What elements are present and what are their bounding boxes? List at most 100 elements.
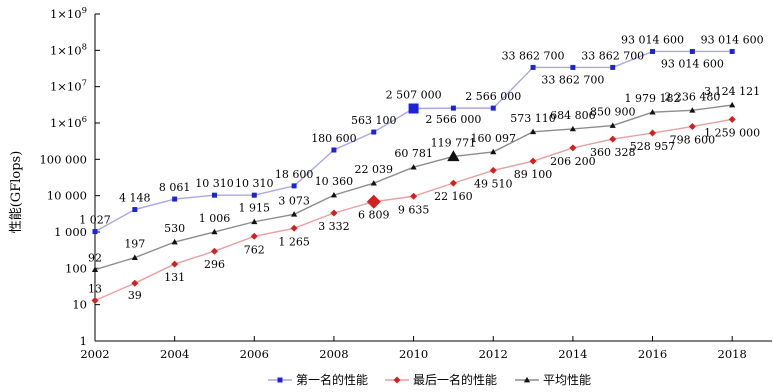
data-point (569, 125, 576, 132)
data-label: 3 073 (278, 194, 310, 207)
data-label: 850 900 (590, 106, 636, 119)
data-label: 49 510 (474, 177, 513, 190)
data-label: 89 100 (514, 168, 553, 181)
data-point (688, 123, 696, 131)
y-tick-label: 1×106 (50, 115, 87, 130)
x-tick-label: 2006 (240, 347, 269, 361)
data-label: 197 (124, 238, 145, 251)
data-point (610, 64, 616, 70)
data-label: 39 (128, 289, 142, 302)
data-point (331, 147, 337, 153)
data-label: 1 915 (239, 202, 271, 215)
data-point (290, 224, 298, 232)
data-label: 563 100 (351, 114, 397, 127)
data-point (91, 266, 99, 272)
data-label: 33 862 700 (502, 49, 565, 62)
data-point (92, 229, 98, 235)
data-point (489, 166, 497, 174)
legend: 第一名的性能 最后一名的性能 平均性能 (268, 372, 591, 387)
y-tick-label: 1 (80, 334, 87, 348)
data-label: 1 027 (79, 214, 111, 227)
data-label: 762 (244, 243, 265, 256)
data-point (449, 179, 457, 187)
data-label: 131 (164, 271, 185, 284)
data-point (529, 128, 537, 135)
data-point (251, 218, 258, 225)
data-label: 10 310 (235, 177, 274, 190)
y-tick-label: 100 000 (39, 152, 87, 166)
data-point (132, 207, 138, 213)
legend-marker (523, 376, 531, 383)
data-point (450, 105, 456, 111)
data-point (330, 209, 338, 217)
data-point (251, 192, 257, 198)
data-label: 296 (204, 258, 225, 271)
data-point (210, 247, 218, 255)
x-tick-label: 2002 (80, 347, 109, 361)
data-label: 92 (88, 252, 102, 265)
y-tick-label: 1×109 (50, 6, 87, 21)
data-label: 119 771 (431, 136, 477, 149)
data-point (171, 260, 179, 268)
x-tick-label: 2008 (319, 347, 348, 361)
data-label: 180 600 (311, 132, 357, 145)
y-axis-label: 性能(GFlops) (9, 151, 24, 234)
data-point (529, 157, 537, 165)
data-point (370, 180, 377, 186)
data-label: 684 806 (550, 109, 596, 122)
data-point (649, 109, 656, 115)
data-point (649, 129, 657, 137)
x-tick-label: 2012 (479, 347, 508, 361)
data-label: 3 124 121 (704, 85, 760, 98)
series-0 (92, 48, 735, 235)
data-point (490, 105, 496, 111)
series-line (94, 104, 733, 271)
data-label: 22 039 (355, 163, 394, 176)
data-point (131, 254, 138, 260)
y-tick-label: 10 (72, 298, 87, 312)
data-label: 206 200 (550, 155, 596, 168)
data-label: 33 862 700 (581, 49, 644, 62)
legend-label: 平均性能 (543, 373, 591, 387)
data-point (330, 192, 338, 198)
y-tick-label: 100 (65, 261, 87, 275)
data-label: 1 259 000 (704, 126, 760, 139)
data-label: 60 781 (394, 147, 433, 160)
data-point (490, 148, 497, 155)
data-label: 93 014 600 (661, 57, 724, 70)
data-label: 798 600 (670, 134, 716, 147)
data-label: 530 (164, 222, 185, 235)
data-label: 8 061 (159, 181, 191, 194)
data-point (447, 150, 460, 162)
data-label: 360 328 (590, 146, 636, 159)
data-label: 93 014 600 (701, 33, 764, 46)
data-label: 1 979 182 (625, 92, 681, 105)
data-label: 1 265 (278, 235, 310, 248)
data-label: 1 006 (199, 212, 231, 225)
legend-item-2: 平均性能 (515, 373, 591, 387)
data-point (650, 48, 656, 54)
data-label: 6 809 (358, 209, 390, 222)
legend-marker (393, 376, 401, 384)
legend-item-0: 第一名的性能 (268, 372, 368, 387)
data-point (250, 232, 258, 240)
data-label: 573 110 (510, 112, 556, 125)
legend-label: 最后一名的性能 (413, 372, 497, 387)
data-label: 2 236 480 (664, 90, 720, 103)
data-label: 2 566 000 (465, 90, 521, 103)
data-label: 3 332 (318, 220, 350, 233)
axes: 1 10 100 1 000 10 000 100 000 1×106 1×107 1×108 1… (39, 6, 772, 361)
data-point (530, 64, 536, 70)
data-point (211, 192, 217, 198)
x-tick-label: 2014 (558, 347, 587, 361)
data-label: 160 097 (470, 132, 516, 145)
series-2 (91, 101, 736, 272)
y-tick-label: 1×108 (50, 42, 87, 57)
legend-marker (277, 377, 283, 383)
data-point (410, 192, 418, 200)
data-label: 13 (88, 283, 102, 296)
x-tick-label: 2016 (638, 347, 667, 361)
data-point (91, 297, 99, 305)
data-point (408, 103, 419, 114)
